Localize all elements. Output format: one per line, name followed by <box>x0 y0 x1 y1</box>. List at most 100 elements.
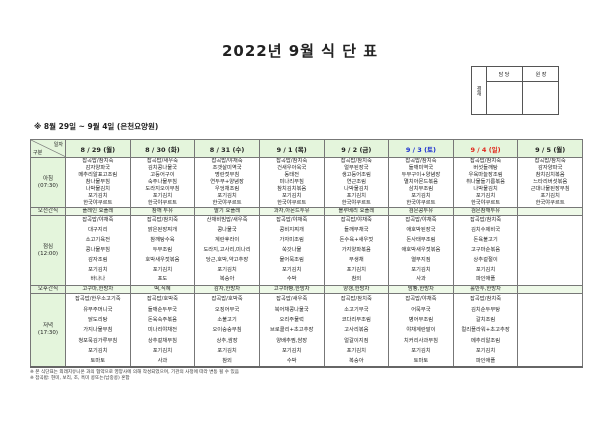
menu-cell: 양갱,한방차 <box>323 285 390 295</box>
menu-item: 우육마늘장조림 <box>468 172 503 178</box>
menu-item: 파인애플 <box>475 358 496 365</box>
menu-item: 유부주머니국 <box>83 306 113 313</box>
menu-item: 가지나물무침 <box>83 327 113 334</box>
menu-item: 포기김치 <box>217 193 237 199</box>
menu-item: 콩비지찌개 <box>279 226 304 233</box>
menu-item: 애호박된장국 <box>406 226 436 233</box>
menu-item: 미나리무침 <box>279 179 304 185</box>
menu-cell: 잡곡밥/야채죽 애호박된장국 돈사태무조림 애호박새우젓볶음 열무지짐 포기김치 사과 <box>388 214 454 287</box>
menu-item: 양갱,한방차 <box>343 286 370 293</box>
menu-item: 쑥갓나물 <box>281 246 302 253</box>
menu-item: 플레인 요플레 <box>82 208 114 215</box>
menu-item: 한국야쿠르트 <box>470 200 501 206</box>
menu-item: 포기김치 <box>346 347 367 354</box>
row-label-breakfast: 아침 (07:30) <box>30 157 66 208</box>
menu-item: 잡곡밥/한우소고기죽 <box>74 296 121 303</box>
meal-name: 아침 <box>42 175 54 182</box>
menu-cell: 잡곡밥/참치죽 버섯들깨탕 우육마늘장조림 취나물들기름볶음 나박물김치 포기김치 한국야쿠… <box>452 157 519 208</box>
approval-column-header: 담 당 <box>486 67 522 82</box>
menu-item: 소불고기 <box>217 316 237 323</box>
meal-time: (12:00) <box>37 250 59 257</box>
menu-item: 생고등어조림 <box>341 172 371 178</box>
row-label-dinner: 저녁 (17:30) <box>30 293 66 368</box>
menu-item: 복숭아 <box>349 358 364 365</box>
menu-item: 포기김치 <box>475 266 496 273</box>
menu-cell: 잡곡밥/참치죽 얼무된장국 생고등어조림 연근조림 나박물김치 포기김치 한국야쿠르트 <box>323 157 390 208</box>
header-row: 일자 구분 8 / 29 (월) 8 / 30 (화) 8 / 31 (수) 9 / … <box>30 139 583 158</box>
menu-item: 잡곡밥/참치죽 <box>146 217 178 223</box>
menu-item: 우엉채조림 <box>214 186 240 192</box>
menu-item: 포기김치 <box>217 347 237 354</box>
menu-item: 토마토 <box>90 358 106 365</box>
menu-item: 치커리사과무침 <box>403 337 438 344</box>
menu-cell: 밤빵,한방차 <box>388 285 454 295</box>
menu-cell: 잡곡밥/한우소고기죽 유부주머니국 닭도리탕 가지나물무침 청포묵김가루무침 포기김치 토마… <box>65 293 131 368</box>
menu-cell: 잡곡밥/참치죽 감자양파국 참치김치볶음 느타리버섯볶음 근대나물된장무침 포기김치 한국야… <box>517 157 583 208</box>
menu-item: 나박물김치 <box>85 186 110 192</box>
menu-item: 딸기 요플레 <box>214 208 241 215</box>
menu-item: 고구마,한방차 <box>82 286 114 293</box>
menu-item: 포기김치 <box>540 193 560 199</box>
menu-item: 두부조림 <box>152 246 173 253</box>
row-lunch: 점심 (12:00) 잡곡밥/야채죽 대구지리 소고기육전 콩나물무침 감자조림 포기김치 바나… <box>30 214 583 287</box>
menu-item: 오이숭숭무침 <box>212 327 242 334</box>
note-line: ※ 본 식단표는 외래지유니온 과의 협약으로 영양사에 의해 작성되었으며, … <box>30 370 239 375</box>
menu-item: 잡곡밥/야채죽 <box>405 217 437 223</box>
menu-item: 잡곡밥/야채죽 <box>82 217 114 223</box>
menu-item: 잡곡밥/야채죽 <box>340 217 372 223</box>
menu-item: 건새우아욱국 <box>277 165 307 171</box>
menu-item: 수박 <box>286 276 297 283</box>
menu-item: 잡곡밥/참치죽 <box>82 158 114 165</box>
menu-cell: 잡곡밥/야채죽 어묵무국 병어무조림 야채계란말이 치커리사과무침 포기김치 토마토 <box>388 293 454 368</box>
menu-cell: 검은참깨두유 <box>452 207 519 216</box>
menu-item: 김치콩나물국 <box>147 165 178 171</box>
menu-item: 포기김치 <box>411 193 431 199</box>
menu-item: 야채계란말이 <box>406 327 436 334</box>
menu-cell <box>517 207 583 216</box>
menu-item: 감자양파국 <box>538 165 563 171</box>
menu-item: 고등어구이 <box>150 172 175 178</box>
note-line: ※ 잡곡밥: 현미, 보리, 조, 흑미 콩또는(납중콩) 혼합 <box>30 376 130 381</box>
menu-item: 상추겉절이 <box>473 256 498 263</box>
menu-item: 포기김치 <box>346 266 367 273</box>
menu-item: 숙주나물무침 <box>147 179 178 185</box>
menu-item: 고사리볶음 <box>344 327 369 334</box>
menu-item: 한국야쿠르트 <box>535 200 565 206</box>
menu-item: 감자,한방차 <box>214 286 241 293</box>
menu-cell: 검은콩두유 <box>388 207 454 216</box>
menu-item: 갈치조림 <box>475 316 496 323</box>
day-header: 9 / 5 (월) <box>517 139 583 158</box>
menu-item: 도라지오이무침 <box>145 186 180 192</box>
menu-item: 버섯들깨탕 <box>473 165 498 171</box>
menu-item: 포기김치 <box>281 266 302 273</box>
row-dinner: 저녁 (17:30) 잡곡밥/한우소고기죽 유부주머니국 닭도리탕 가지나물무침 청포묵김가… <box>30 293 583 368</box>
menu-item: 열무지짐 <box>411 256 431 263</box>
meal-name: 오후간식 <box>37 286 59 293</box>
menu-item: 무생채 <box>349 256 364 263</box>
menu-item: 애호박새우젓볶음 <box>401 246 441 253</box>
menu-cell: 잡곡밥/참치죽 맑은된장찌개 참깨탕수육 두부조림 호박새우젓볶음 포기김치 포도 <box>129 214 196 287</box>
menu-item: 검은참깨두유 <box>470 208 501 215</box>
menu-cell <box>517 285 583 295</box>
menu-item: 바나나 <box>90 276 106 283</box>
menu-item: 상추겉채무침 <box>147 337 178 344</box>
menu-item: 잡곡밥/참치죽 <box>470 217 502 223</box>
menu-item: 근대나물된장무침 <box>530 186 570 192</box>
menu-item: 참외 <box>351 276 362 283</box>
corner-date-label: 일자 <box>53 142 63 148</box>
menu-item: 호박새우젓볶음 <box>145 256 180 263</box>
row-label-morning-snack: 오전간식 <box>30 207 66 216</box>
menu-item: 컬리플라워+초고추장 <box>461 327 510 334</box>
menu-item: 잡곡밥/참치죽 <box>340 158 372 165</box>
menu-item: 참나물무침 <box>85 179 110 185</box>
menu-item: 대구지리 <box>88 226 108 233</box>
menu-item: 잡곡밥/참치죽 <box>470 296 502 303</box>
corner-cell: 일자 구분 <box>30 139 66 158</box>
menu-item: 잡곡밥/야채죽 <box>211 158 243 165</box>
menu-item: 물어묵조림 <box>279 256 304 263</box>
menu-item: 취나물들기름볶음 <box>466 179 506 185</box>
menu-cell: 참깨 두유 <box>129 207 196 216</box>
menu-item: 참깨 두유 <box>151 208 174 215</box>
day-header: 8 / 29 (월) <box>65 139 131 158</box>
menu-item: 참치김치볶음 <box>277 186 307 192</box>
